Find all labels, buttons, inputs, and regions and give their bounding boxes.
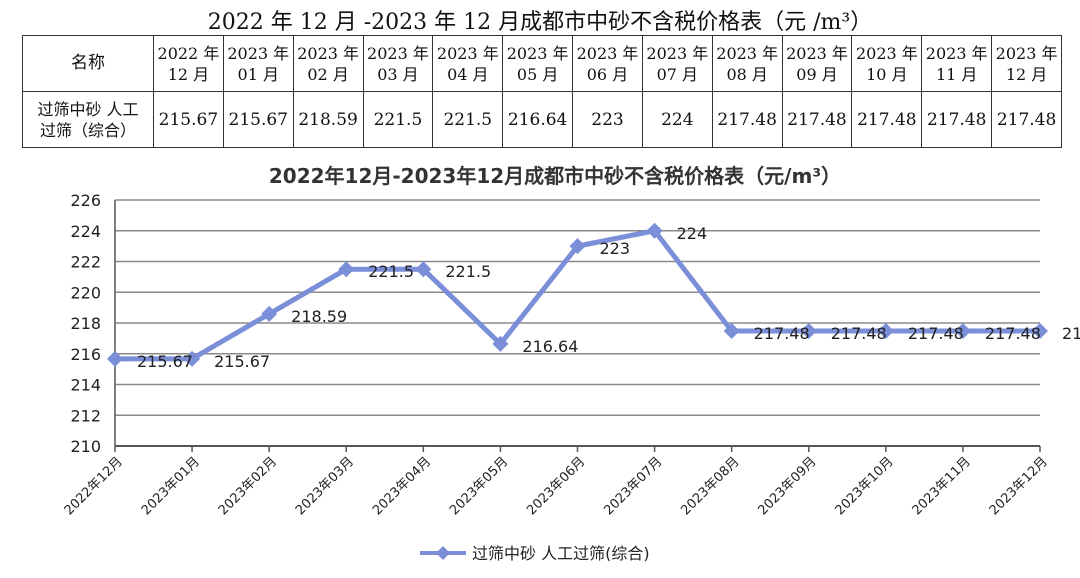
data-label: 223 [600, 239, 631, 258]
month-column-header: 2023 年 05 月 [502, 35, 574, 92]
line-chart: 2022年12月-2023年12月成都市中砂不含税价格表（元/m³） 210 21… [62, 164, 1080, 563]
x-tick-label: 2022年12月 [62, 454, 126, 518]
x-tick-label: 2023年09月 [755, 454, 819, 518]
month-column-header: 2023 年 04 月 [432, 35, 504, 92]
month-column-header: 2023 年 01 月 [222, 35, 294, 92]
y-tick-label: 220 [70, 283, 101, 302]
name-column-header: 名称 [22, 35, 154, 92]
data-point-marker [492, 335, 509, 352]
price-table: 名称 2022 年 12 月 2023 年 01 月 2023 年 02 月 2023… [22, 35, 1062, 148]
table-header-row: 名称 2022 年 12 月 2023 年 01 月 2023 年 02 月 2023… [22, 35, 1062, 92]
data-label: 217.48 [754, 324, 810, 343]
data-label: 215.67 [137, 352, 193, 371]
y-tick-label: 212 [70, 406, 101, 425]
x-tick-label: 2023年10月 [833, 454, 897, 518]
y-tick-label: 210 [70, 437, 101, 456]
data-label: 216.64 [522, 337, 578, 356]
data-label: 218.59 [291, 307, 347, 326]
month-column-header: 2023 年 12 月 [991, 35, 1062, 92]
month-column-header: 2023 年 09 月 [781, 35, 853, 92]
data-label: 215.67 [214, 352, 270, 371]
data-point-marker [723, 322, 740, 339]
x-tick-label: 2023年04月 [370, 454, 434, 518]
data-point-marker [107, 350, 123, 367]
chart-title: 2022年12月-2023年12月成都市中砂不含税价格表（元/m³） [269, 164, 841, 188]
y-tick-label: 214 [70, 376, 101, 395]
data-point-marker [1032, 322, 1048, 339]
x-tick-label: 2023年08月 [678, 454, 742, 518]
month-column-header: 2023 年 03 月 [362, 35, 434, 92]
price-cell: 218.59 [292, 91, 364, 148]
price-cell: 217.48 [921, 91, 993, 148]
data-label: 217.48 [908, 324, 964, 343]
data-point-marker [338, 261, 355, 278]
month-column-header: 2023 年 07 月 [641, 35, 713, 92]
legend-marker-swatch [436, 546, 450, 560]
data-point-marker [800, 322, 817, 339]
x-tick-label: 2023年11月 [910, 454, 974, 518]
data-label: 221.5 [368, 262, 414, 281]
y-tick-label: 224 [70, 222, 101, 241]
data-label: 221.5 [445, 262, 491, 281]
price-cell: 216.64 [502, 91, 574, 148]
price-cell: 217.48 [851, 91, 923, 148]
price-cell: 221.5 [362, 91, 434, 148]
month-column-header: 2023 年 11 月 [921, 35, 993, 92]
x-tick-label: 2023年02月 [216, 454, 280, 518]
table-title: 2022 年 12 月 -2023 年 12 月成都市中砂不含税价格表（元 /m… [207, 10, 873, 35]
price-cell: 215.67 [153, 91, 224, 148]
data-point-marker [646, 222, 663, 239]
row-label: 过筛中砂 人工 过筛（综合） [22, 91, 154, 148]
month-column-header: 2023 年 08 月 [711, 35, 783, 92]
y-tick-label: 218 [70, 314, 101, 333]
data-point-marker [415, 261, 432, 278]
price-cell: 215.67 [222, 91, 294, 148]
data-label: 224 [677, 224, 708, 243]
price-cell: 217.48 [781, 91, 853, 148]
data-point-marker [954, 322, 971, 339]
y-tick-label: 226 [70, 191, 101, 210]
data-point-marker [261, 305, 278, 322]
y-tick-label: 216 [70, 345, 101, 364]
month-column-header: 2023 年 02 月 [292, 35, 364, 92]
table-row: 过筛中砂 人工 过筛（综合） 215.67 215.67 218.59 221.5 22… [22, 91, 1062, 148]
month-column-header: 2023 年 06 月 [572, 35, 643, 92]
price-cell: 223 [572, 91, 643, 148]
price-cell: 224 [641, 91, 713, 148]
data-label: 217.48 [985, 324, 1041, 343]
data-point-marker [569, 238, 586, 255]
x-tick-label: 2023年06月 [524, 454, 588, 518]
legend-label: 过筛中砂 人工过筛(综合) [472, 544, 650, 563]
price-cell: 217.48 [991, 91, 1062, 148]
x-tick-label: 2023年07月 [601, 454, 665, 518]
y-tick-label: 222 [70, 253, 101, 272]
x-tick-label: 2023年01月 [139, 454, 203, 518]
x-tick-label: 2023年03月 [293, 454, 357, 518]
month-column-header: 2023 年 10 月 [851, 35, 923, 92]
price-cell: 221.5 [432, 91, 504, 148]
data-label: 217.48 [831, 324, 887, 343]
data-point-marker [877, 322, 894, 339]
data-point-marker [184, 350, 201, 367]
x-tick-label: 2023年12月 [987, 454, 1051, 518]
x-tick-label: 2023年05月 [447, 454, 511, 518]
month-column-header: 2022 年 12 月 [153, 35, 224, 92]
data-label: 217.48 [1062, 324, 1080, 343]
price-cell: 217.48 [711, 91, 783, 148]
